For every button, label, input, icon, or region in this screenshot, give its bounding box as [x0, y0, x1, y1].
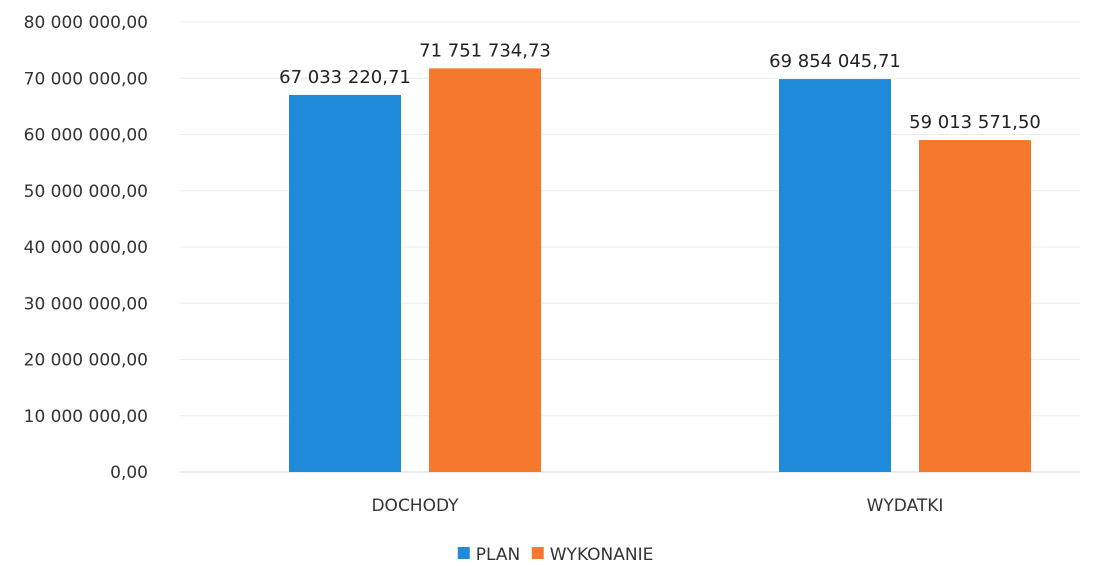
y-tick-label: 80 000 000,00 — [24, 13, 148, 33]
y-tick-label: 70 000 000,00 — [24, 69, 148, 89]
bar-wykonanie-dochody — [429, 68, 541, 473]
legend-label-wykonanie: WYKONANIE — [550, 545, 654, 565]
data-label: 71 751 734,73 — [419, 40, 551, 61]
x-category-label: DOCHODY — [371, 496, 459, 516]
legend-swatch-plan — [457, 547, 470, 559]
legend: PLAN WYKONANIE — [457, 545, 654, 565]
legend-swatch-wykonanie — [531, 547, 544, 559]
y-tick-label: 40 000 000,00 — [24, 238, 148, 258]
y-axis-tick-labels: 0,00 10 000 000,00 20 000 000,00 30 000 000… — [24, 13, 148, 483]
data-label: 59 013 571,50 — [909, 112, 1041, 133]
y-tick-label: 20 000 000,00 — [24, 351, 148, 371]
y-tick-label: 50 000 000,00 — [24, 182, 148, 202]
bar-plan-wydatki — [779, 79, 891, 473]
y-tick-label: 60 000 000,00 — [24, 126, 148, 146]
data-labels: 67 033 220,71 71 751 734,73 69 854 045,71 5… — [279, 40, 1041, 133]
y-tick-label: 30 000 000,00 — [24, 294, 148, 314]
bar-wykonanie-wydatki — [919, 140, 1031, 473]
bars — [289, 68, 1031, 473]
data-label: 67 033 220,71 — [279, 67, 411, 88]
x-category-label: WYDATKI — [867, 496, 944, 516]
y-tick-label: 10 000 000,00 — [24, 407, 148, 427]
legend-label-plan: PLAN — [476, 545, 520, 565]
data-label: 69 854 045,71 — [769, 51, 901, 72]
y-tick-label: 0,00 — [110, 463, 148, 483]
bar-plan-dochody — [289, 94, 401, 472]
x-axis-category-labels: DOCHODY WYDATKI — [371, 496, 943, 516]
